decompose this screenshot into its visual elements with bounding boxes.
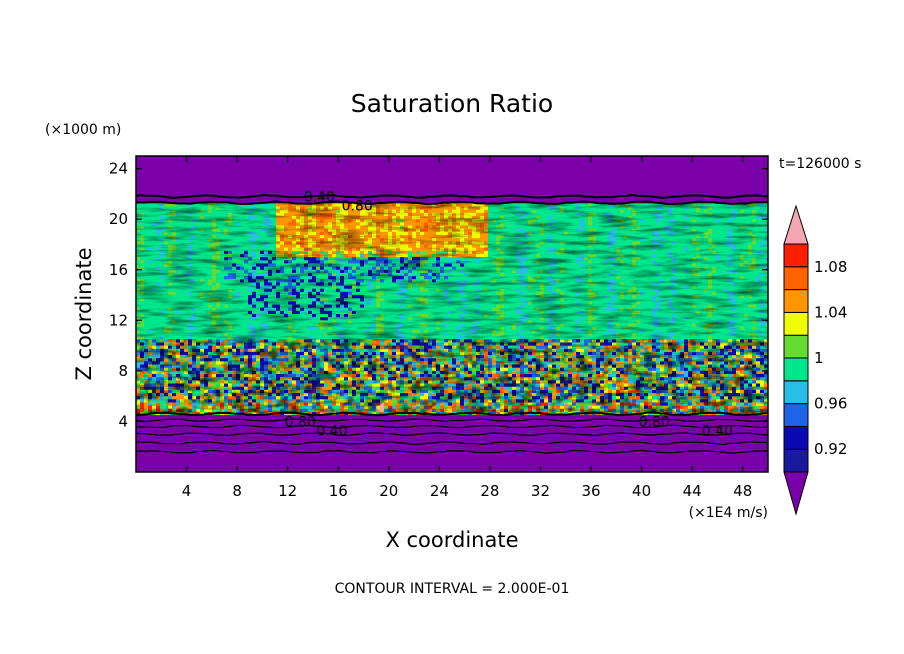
- y-tick-label: 16: [109, 261, 128, 279]
- x-tick-label: 8: [232, 482, 242, 500]
- y-unit-label: (×1000 m): [45, 122, 121, 138]
- x-unit-label: (×1E4 m/s): [689, 505, 768, 521]
- colorbar-swatch: [783, 243, 809, 268]
- x-tick-label: 20: [379, 482, 398, 500]
- colorbar-swatch: [783, 448, 809, 473]
- y-axis: 4 8 12 16 20 24: [109, 160, 768, 430]
- x-tick-label: 24: [430, 482, 449, 500]
- contour-label: 0.80: [285, 414, 316, 430]
- colorbar-swatch: [783, 289, 809, 313]
- colorbar-swatch: [783, 425, 809, 450]
- chart-title: Saturation Ratio: [351, 89, 553, 118]
- contour-labels: 0.400.800.800.400.800.40: [285, 189, 733, 439]
- x-axis: 4 8 12 16 20 24 28 32 36 40 44 48: [182, 156, 752, 500]
- colorbar-label: 1.04: [814, 303, 847, 321]
- y-tick-label: 12: [109, 311, 128, 329]
- x-axis-title: X coordinate: [385, 528, 518, 552]
- saturation-field: [136, 156, 768, 472]
- colorbar-over-arrow: [783, 204, 809, 245]
- colorbar-label: 1: [814, 349, 824, 367]
- x-tick-label: 36: [581, 482, 600, 500]
- colorbar-under-arrow: [783, 471, 809, 516]
- colorbar-swatch: [783, 311, 809, 336]
- contour-label: 0.80: [639, 414, 670, 430]
- x-tick-label: 12: [278, 482, 297, 500]
- plot-frame: [135, 155, 769, 473]
- x-tick-label: 48: [733, 482, 752, 500]
- x-tick-label: 16: [329, 482, 348, 500]
- colorbar-swatch: [783, 266, 809, 291]
- y-tick-label: 8: [118, 362, 128, 380]
- colorbar-label: 1.08: [814, 258, 847, 276]
- x-tick-label: 44: [683, 482, 702, 500]
- contour-lines: [136, 194, 768, 454]
- colorbar-swatch: [783, 380, 809, 405]
- colorbar-label: 0.96: [814, 395, 847, 413]
- x-tick-label: 28: [480, 482, 499, 500]
- x-tick-label: 4: [182, 482, 192, 500]
- plot-area: 0.400.800.800.400.800.40: [135, 155, 769, 473]
- colorbar-swatch: [783, 334, 809, 359]
- x-tick-label: 32: [531, 482, 550, 500]
- colorbar-swatch: [783, 357, 809, 382]
- contour-label: 0.40: [702, 423, 733, 439]
- colorbar-label: 0.92: [814, 440, 847, 458]
- y-axis-title: Z coordinate: [72, 247, 96, 380]
- contour-label: 0.80: [342, 198, 373, 214]
- contour-interval-note: CONTOUR INTERVAL = 2.000E-01: [335, 581, 570, 597]
- contour-label: 0.40: [316, 423, 347, 439]
- time-label: t=126000 s: [779, 156, 861, 172]
- y-tick-label: 20: [109, 210, 128, 228]
- y-tick-label: 24: [109, 160, 128, 178]
- y-tick-label: 4: [118, 412, 128, 430]
- colorbar-swatch: [783, 403, 809, 427]
- x-tick-label: 40: [632, 482, 651, 500]
- colorbar: 0.92 0.96 1 1.04 1.08: [783, 204, 847, 516]
- contour-label: 0.40: [304, 189, 335, 205]
